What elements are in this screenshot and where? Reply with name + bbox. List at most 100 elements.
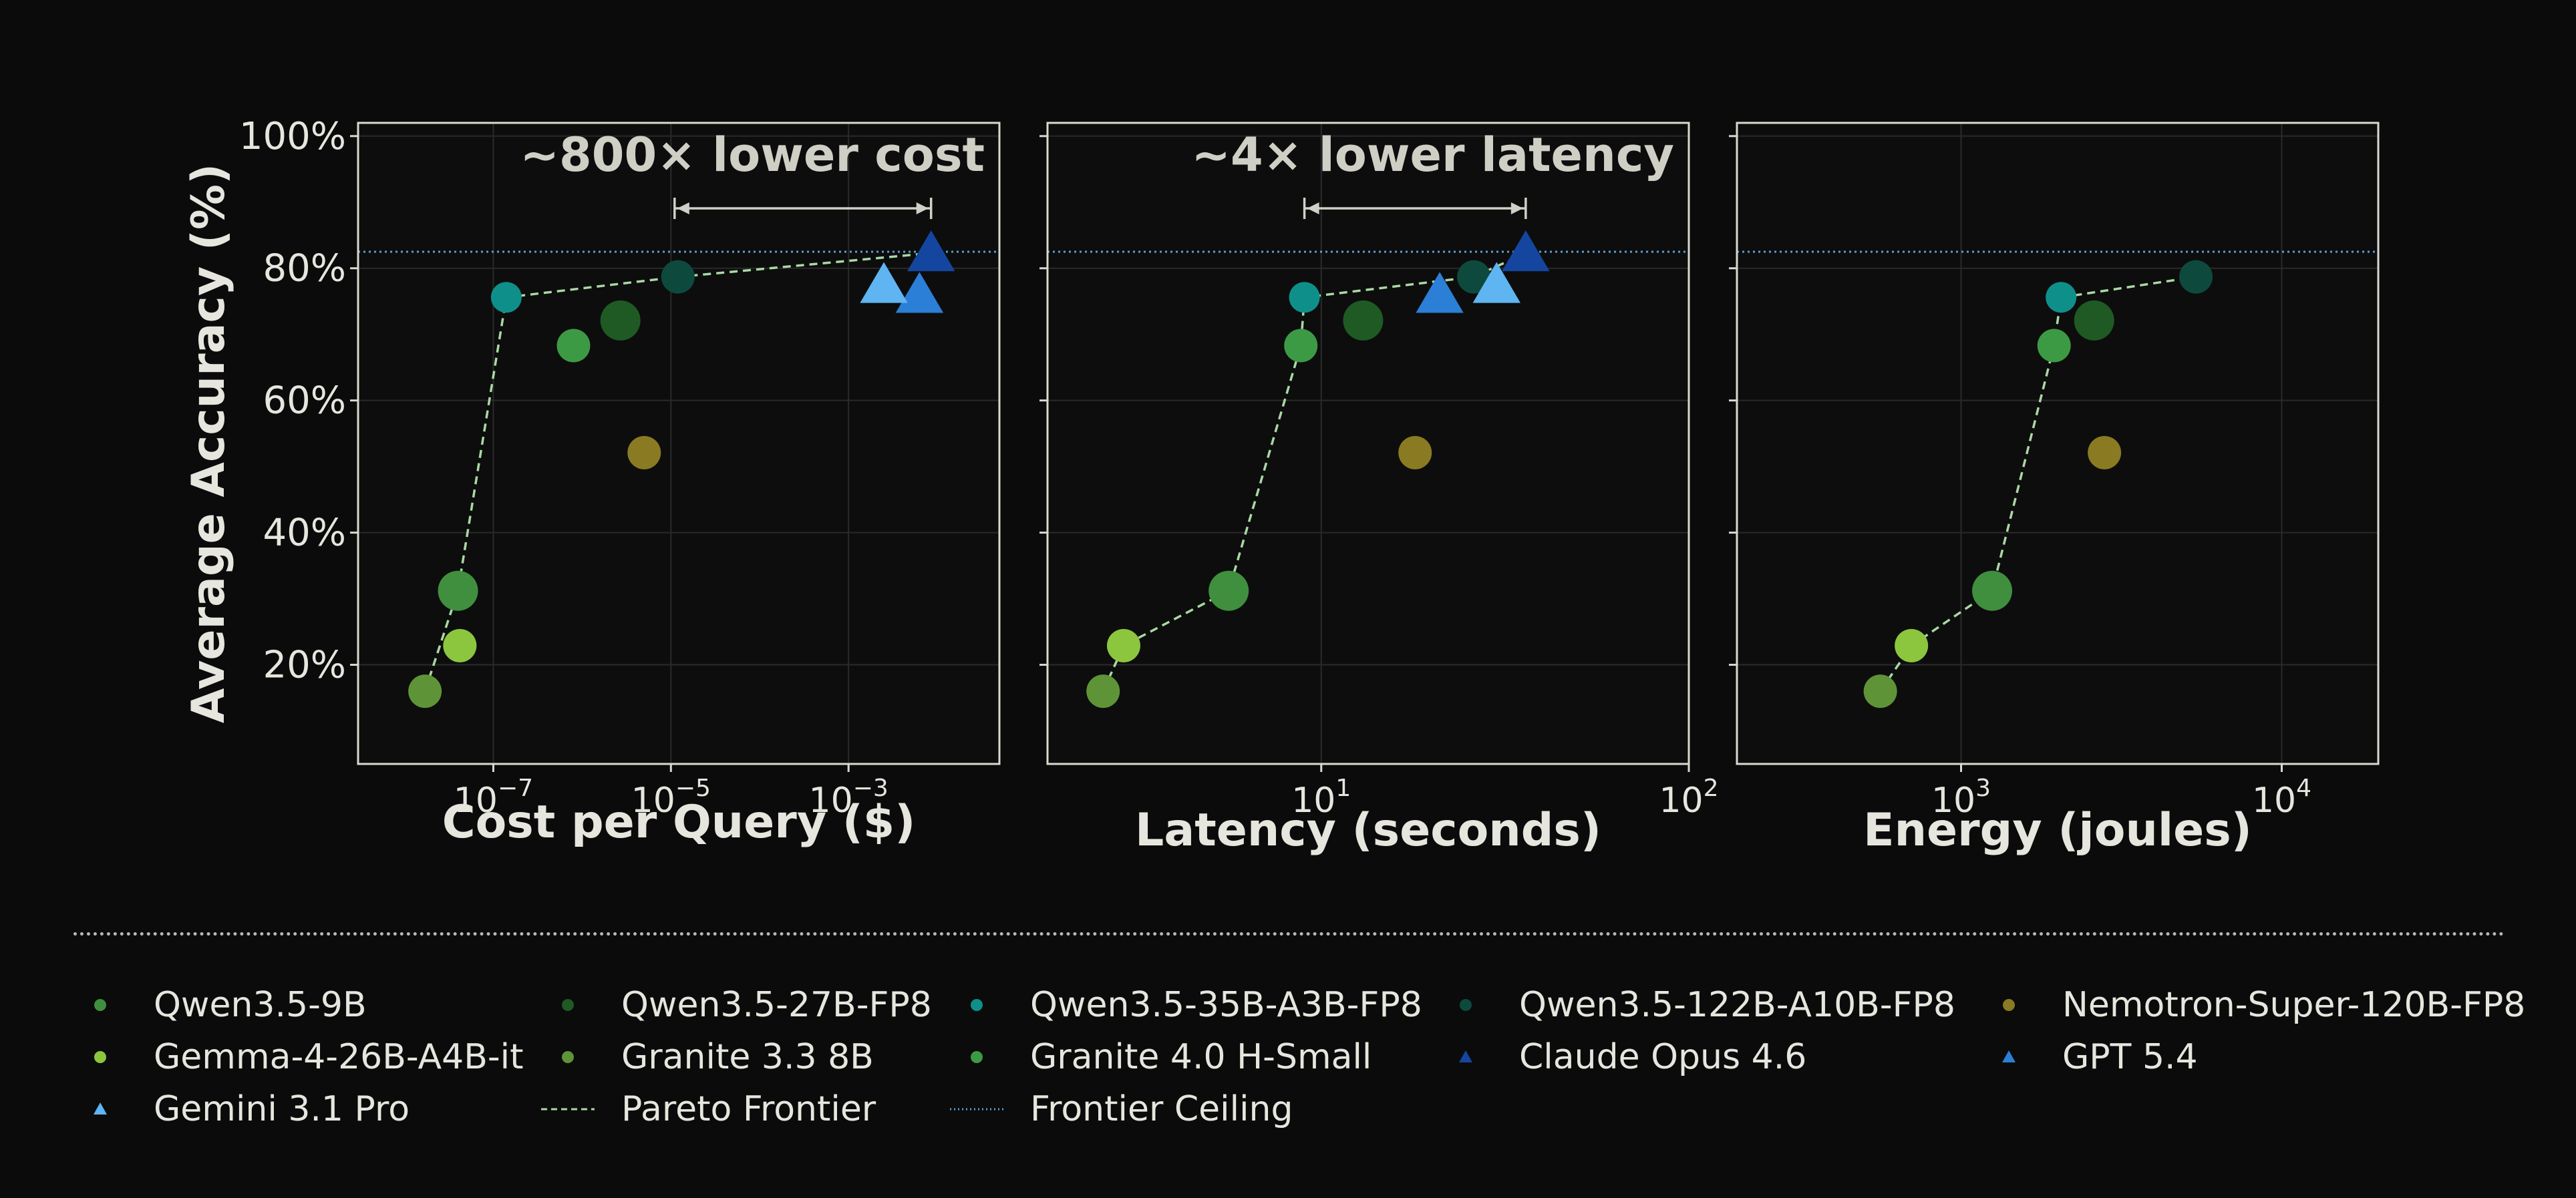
- annotation-text: ~4× lower latency: [1191, 128, 1674, 182]
- plot-area: [358, 123, 999, 764]
- legend-label: Gemini 3.1 Pro: [154, 1089, 410, 1129]
- legend-item-qwen3-5-122b-a10b-fp8: Qwen3.5-122B-A10B-FP8: [1439, 982, 1955, 1028]
- point-qwen3-5-122b-a10b-fp8: [1457, 260, 1491, 294]
- y-tick-label: 20%: [263, 644, 346, 687]
- x-axis-label: Energy (joules): [1863, 804, 2252, 857]
- legend-circle-marker: [1439, 982, 1492, 1028]
- point-qwen3-5-9b: [1972, 570, 2013, 611]
- legend-item-granite-3-3-8b: Granite 3.3 8B: [541, 1034, 874, 1080]
- x-axis-label: Cost per Query ($): [442, 796, 916, 849]
- point-granite-4-0-h-small: [556, 329, 591, 363]
- legend-circle-marker: [73, 982, 127, 1028]
- legend-label: Claude Opus 4.6: [1519, 1037, 1807, 1077]
- axes-frame: [1046, 122, 1690, 765]
- point-qwen3-5-35b-a3b-fp8: [1289, 282, 1320, 313]
- x-tick-label: 103: [1931, 775, 1991, 821]
- x-tick-label: 102: [1659, 775, 1718, 821]
- legend-label: GPT 5.4: [2062, 1037, 2198, 1077]
- point-gemma-4-26b-a4b-it: [443, 628, 477, 662]
- legend-label: Qwen3.5-9B: [154, 985, 367, 1025]
- point-claude-opus-4-6: [907, 230, 955, 272]
- point-granite-4-0-h-small: [1284, 329, 1318, 363]
- point-qwen3-5-122b-a10b-fp8: [661, 260, 695, 294]
- y-tick-label: 60%: [263, 379, 346, 423]
- bracket-arrow-right: [1510, 202, 1523, 214]
- point-granite-3-3-8b: [408, 674, 442, 709]
- point-qwen3-5-122b-a10b-fp8: [2179, 260, 2213, 294]
- legend-circle-marker: [950, 982, 1003, 1028]
- legend-label: Granite 3.3 8B: [621, 1037, 874, 1077]
- legend-item-granite-4-0-h-small: Granite 4.0 H-Small: [950, 1034, 1372, 1080]
- point-gpt-5-4: [1416, 272, 1464, 313]
- x-tick-label: 104: [2252, 775, 2311, 821]
- bracket-arrow-right: [916, 202, 929, 214]
- legend-label: Qwen3.5-122B-A10B-FP8: [1519, 985, 1955, 1025]
- legend: Qwen3.5-9B Qwen3.5-27B-FP8 Qwen3.5-35B-A3B…: [73, 982, 2545, 1182]
- legend-item-qwen3-5-27b-fp8: Qwen3.5-27B-FP8: [541, 982, 932, 1028]
- y-tick-label: 40%: [263, 512, 346, 555]
- legend-item-qwen3-5-9b: Qwen3.5-9B: [73, 982, 367, 1028]
- point-granite-4-0-h-small: [2037, 329, 2071, 363]
- point-qwen3-5-27b-fp8: [2074, 300, 2114, 341]
- legend-dashed-line: [541, 1086, 595, 1133]
- point-gemma-4-26b-a4b-it: [1895, 628, 1929, 662]
- legend-item-qwen3-5-35b-a3b-fp8: Qwen3.5-35B-A3B-FP8: [950, 982, 1422, 1028]
- bracket-arrow-left: [1307, 202, 1319, 214]
- x-tick-label: 101: [1291, 775, 1351, 821]
- legend-circle-marker: [541, 982, 595, 1028]
- y-axis-label: Average Accuracy (%): [182, 164, 235, 723]
- legend-label: Gemma-4-26B-A4B-it: [154, 1037, 524, 1077]
- annotation-text: ~800× lower cost: [520, 128, 985, 182]
- point-qwen3-5-35b-a3b-fp8: [2046, 282, 2077, 313]
- plot-area: [1048, 123, 1689, 764]
- legend-item-nemotron-super-120b-fp8: Nemotron-Super-120B-FP8: [1982, 982, 2525, 1028]
- legend-item-gpt-5-4: GPT 5.4: [1982, 1034, 2198, 1080]
- point-nemotron-super-120b-fp8: [1398, 435, 1432, 469]
- legend-circle-marker: [541, 1034, 595, 1080]
- legend-label: Qwen3.5-35B-A3B-FP8: [1030, 985, 1422, 1025]
- y-tick-label: 100%: [239, 115, 346, 158]
- point-qwen3-5-35b-a3b-fp8: [490, 282, 522, 313]
- point-qwen3-5-27b-fp8: [1343, 300, 1384, 341]
- panel-2: 101 102 Latency (seconds) ~4× lower latency: [1039, 122, 1719, 857]
- legend-triangle-marker: [1439, 1034, 1492, 1080]
- point-granite-3-3-8b: [1086, 674, 1120, 709]
- axes-frame: [1736, 122, 2380, 765]
- legend-label: Pareto Frontier: [621, 1089, 876, 1129]
- legend-item-gemini-3-1-pro: Gemini 3.1 Pro: [73, 1086, 410, 1133]
- point-gemini-3-1-pro: [860, 262, 908, 303]
- axes-frame: [357, 122, 1001, 765]
- point-gemini-3-1-pro: [1472, 262, 1520, 303]
- point-qwen3-5-9b: [438, 570, 478, 611]
- bracket-arrow-left: [677, 202, 689, 214]
- point-gemma-4-26b-a4b-it: [1106, 628, 1140, 662]
- y-tick-label: 80%: [263, 247, 346, 290]
- plot-area: [1737, 123, 2378, 764]
- legend-circle-marker: [73, 1034, 127, 1080]
- legend-circle-marker: [950, 1034, 1003, 1080]
- legend-item-pareto-frontier: Pareto Frontier: [541, 1086, 876, 1133]
- x-tick-label: 10−7: [454, 775, 533, 821]
- legend-label: Nemotron-Super-120B-FP8: [2062, 985, 2526, 1025]
- legend-item-gemma-4-26b-a4b-it: Gemma-4-26B-A4B-it: [73, 1034, 523, 1080]
- legend-triangle-marker: [73, 1086, 127, 1133]
- x-tick-label: 10−3: [809, 775, 889, 821]
- point-nemotron-super-120b-fp8: [627, 435, 661, 469]
- legend-label: Qwen3.5-27B-FP8: [621, 985, 932, 1025]
- point-claude-opus-4-6: [1502, 230, 1550, 272]
- legend-dotted-line: [950, 1086, 1003, 1133]
- point-gpt-5-4: [895, 272, 944, 313]
- x-axis-label: Latency (seconds): [1135, 804, 1601, 857]
- legend-circle-marker: [1982, 982, 2036, 1028]
- point-qwen3-5-27b-fp8: [600, 300, 641, 341]
- legend-label: Frontier Ceiling: [1030, 1089, 1293, 1129]
- legend-triangle-marker: [1982, 1034, 2036, 1080]
- legend-item-frontier-ceiling: Frontier Ceiling: [950, 1086, 1293, 1133]
- point-granite-3-3-8b: [1863, 674, 1897, 709]
- point-qwen3-5-9b: [1209, 570, 1249, 611]
- legend-separator: [73, 932, 2505, 936]
- legend-label: Granite 4.0 H-Small: [1030, 1037, 1372, 1077]
